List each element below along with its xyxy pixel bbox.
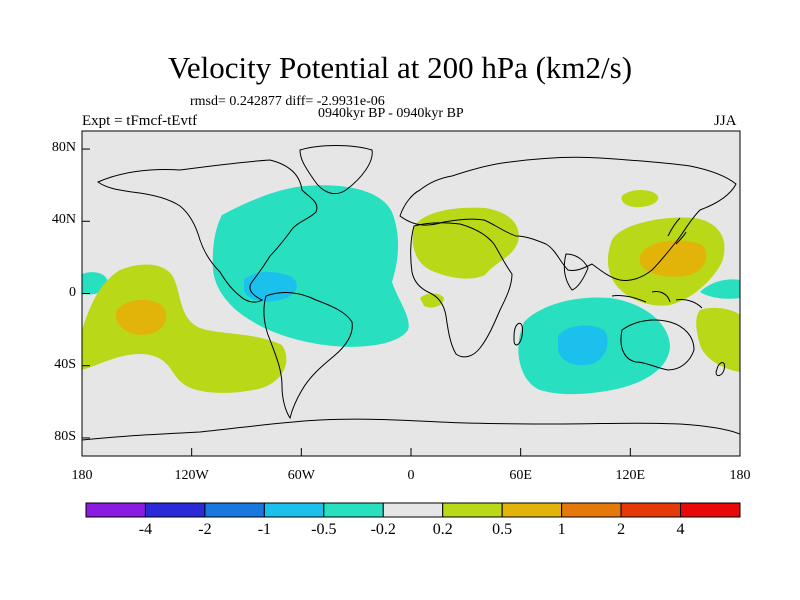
south-pacific-positive-region	[82, 264, 287, 393]
africa-positive-region	[412, 207, 519, 279]
experiment-label: Expt = tFmcf-tEvtf	[82, 113, 198, 129]
colorbar-label: -1	[257, 521, 272, 538]
colorbar-swatch	[263, 502, 325, 518]
lon-tick-label: 0	[407, 468, 415, 483]
west-pacific-positive-core	[640, 240, 707, 277]
colorbar-swatch	[620, 502, 682, 518]
colorbar-swatch	[144, 502, 206, 518]
season-label: JJA	[714, 113, 737, 129]
gulf-guinea-positive-spot	[420, 293, 444, 308]
north-pacific-positive-spot	[621, 190, 659, 208]
east-pacific-negative-region	[700, 279, 740, 299]
atlantic-negative-region	[212, 185, 409, 347]
colorbar-label: -0.2	[370, 521, 396, 538]
coast-north-america	[97, 159, 318, 303]
coast-south-america	[263, 292, 353, 420]
colorbar-label: 4	[676, 521, 685, 538]
lon-tick-label: 180	[71, 468, 93, 483]
south-pacific-positive-core	[115, 299, 167, 335]
coast-madagascar	[513, 322, 523, 346]
australia-east-positive-region	[696, 307, 740, 372]
period-label: 0940kyr BP - 0940kyr BP	[318, 106, 464, 121]
lat-tick-label: 80N	[51, 140, 76, 156]
lat-tick-label: 80S	[54, 428, 76, 444]
colorbar-label: 0.2	[432, 521, 453, 538]
caribbean-negative-core	[244, 271, 297, 302]
colorbar-label: -4	[138, 521, 153, 538]
colorbar	[85, 502, 741, 518]
stats-line: rmsd= 0.242877 diff= -2.9931e-06	[190, 94, 385, 109]
lon-tick-label: 60W	[287, 468, 315, 483]
longitude-ticks	[81, 448, 741, 456]
colorbar-label: 2	[617, 521, 626, 538]
lon-tick-label: 120W	[174, 468, 209, 483]
coastline-layer	[82, 145, 740, 441]
lat-tick-label: 40N	[51, 212, 76, 228]
lat-tick-label: 0	[69, 284, 76, 300]
colorbar-label: 0.5	[492, 521, 513, 538]
colorbar-swatch	[561, 502, 622, 518]
map-title: Velocity Potential at 200 hPa (km2/s)	[167, 50, 633, 85]
coast-greenland	[299, 145, 373, 195]
coast-japan	[667, 217, 687, 245]
coast-antarctica	[82, 418, 740, 441]
indian-ocean-negative-core	[558, 325, 608, 366]
coast-eurasia	[399, 156, 737, 281]
coast-indonesia	[611, 291, 703, 309]
coast-new-zealand	[715, 362, 725, 377]
colorbar-swatch	[442, 502, 503, 518]
colorbar-swatch	[85, 502, 146, 518]
colorbar-label: -0.5	[311, 521, 337, 538]
coast-africa	[410, 222, 513, 358]
lat-tick-label: 40S	[54, 356, 76, 372]
colorbar-label: 1	[557, 521, 566, 538]
colorbar-swatch	[501, 502, 563, 518]
lon-tick-label: 60E	[509, 468, 532, 483]
colorbar-label: -2	[198, 521, 212, 538]
colorbar-swatch	[680, 502, 741, 518]
colorbar-swatch	[204, 502, 265, 518]
lon-tick-label: 120E	[615, 468, 646, 483]
latitude-ticks	[82, 148, 90, 439]
coast-india	[563, 253, 589, 291]
coast-australia	[620, 319, 695, 371]
contour-fill-layer	[82, 185, 740, 395]
colorbar-swatch	[382, 502, 444, 518]
colorbar-swatch	[323, 502, 384, 518]
lon-tick-label: 180	[729, 468, 751, 483]
